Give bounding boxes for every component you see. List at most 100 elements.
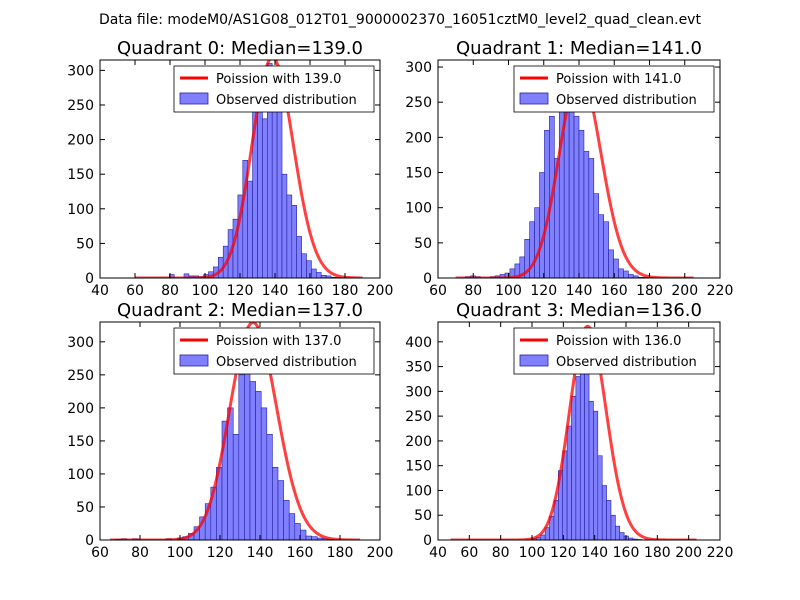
x-tick-label: 180	[332, 283, 359, 299]
histogram-bar	[272, 467, 279, 540]
x-tick-label: 160	[613, 545, 640, 561]
legend-line-label: Poission with 136.0	[556, 334, 681, 349]
y-tick-label: 100	[67, 467, 94, 483]
y-tick-label: 200	[405, 434, 432, 450]
x-tick-label: 120	[207, 545, 234, 561]
x-tick-label: 100	[495, 283, 522, 299]
histogram-bar	[579, 356, 585, 540]
y-tick-label: 250	[405, 409, 432, 425]
histogram-bar	[249, 381, 256, 540]
x-tick-label: 60	[126, 283, 144, 299]
chart-panel-3: Quadrant 3: Median=136.040 60 80 100 120 140 1…	[405, 300, 733, 561]
y-tick-label: 250	[405, 95, 432, 111]
x-tick-label: 100	[192, 283, 219, 299]
histogram-bar	[296, 236, 302, 278]
chart-panel-0: Quadrant 0: Median=139.0 40 60 80 100 120 140 1…	[67, 38, 393, 299]
histogram-bar	[238, 374, 245, 540]
panel-title: Quadrant 1: Median=141.0	[456, 38, 702, 59]
histogram-bar	[544, 130, 550, 278]
x-tick-label: 200	[675, 545, 702, 561]
histogram-bar	[628, 274, 634, 278]
histogram-bar	[588, 158, 595, 278]
histogram-bar	[277, 480, 284, 540]
histogram-bar	[227, 407, 234, 540]
x-tick-label: 220	[707, 545, 734, 561]
plot-area	[110, 322, 361, 540]
histogram-bar	[566, 425, 572, 540]
legend-line-label: Poission with 139.0	[216, 72, 341, 87]
histogram-bar	[300, 529, 307, 540]
panels: Quadrant 0: Median=139.0 40 60 80 100 120 140 1…	[67, 38, 733, 561]
legend-line-label: Poission with 141.0	[556, 72, 681, 87]
legend-bar-label: Observed distribution	[216, 93, 357, 108]
figure-suptitle: Data file: modeM0/AS1G08_012T01_90000023…	[99, 12, 701, 28]
histogram-bar	[571, 396, 577, 540]
x-tick-label: 60	[460, 545, 478, 561]
histogram-bar	[623, 270, 629, 278]
x-tick-label: 160	[287, 545, 314, 561]
y-tick-label: 250	[67, 98, 94, 114]
histogram-bar	[610, 514, 616, 540]
histogram-bar	[288, 513, 296, 540]
plot-area	[135, 60, 363, 278]
histogram-bar	[255, 391, 262, 540]
y-tick-label: 150	[67, 167, 94, 183]
x-tick-label: 60	[91, 545, 109, 561]
histogram-bar	[247, 180, 253, 278]
y-tick-label: 50	[76, 500, 94, 516]
y-tick-label: 50	[76, 236, 94, 252]
legend-bar-swatch	[519, 354, 549, 367]
y-tick-label: 100	[67, 202, 94, 218]
y-tick-label: 300	[67, 63, 94, 79]
histogram-bar	[601, 485, 607, 540]
histogram-bar	[608, 249, 614, 278]
histogram-bar	[578, 130, 585, 278]
histogram-bar	[534, 207, 540, 278]
y-tick-label: 150	[405, 459, 432, 475]
x-tick-label: 60	[429, 283, 447, 299]
x-tick-label: 40	[91, 283, 109, 299]
histogram-bar	[593, 410, 599, 540]
x-tick-label: 160	[601, 283, 628, 299]
histogram-bar	[286, 194, 293, 278]
histogram-bar	[575, 376, 581, 540]
histogram-bar	[262, 118, 268, 278]
histogram-bar	[291, 205, 297, 278]
histogram-bar	[619, 532, 625, 540]
x-tick-label: 180	[644, 545, 671, 561]
panel-title: Quadrant 0: Median=139.0	[117, 38, 363, 59]
histogram-bar	[606, 500, 612, 540]
x-tick-label: 200	[671, 283, 698, 299]
histogram-bar	[593, 193, 600, 278]
x-tick-label: 140	[566, 283, 593, 299]
x-tick-label: 120	[550, 545, 577, 561]
histogram-bar	[260, 407, 268, 540]
y-tick-label: 300	[405, 60, 432, 76]
chart-panel-1: Quadrant 1: Median=141.0 60 80 100 120 140 160…	[405, 38, 733, 299]
legend-bar-label: Observed distribution	[556, 355, 697, 370]
legend-bar-swatch	[519, 92, 549, 105]
histogram-bar	[603, 221, 609, 278]
histogram-bar	[315, 272, 322, 278]
histogram-bar	[281, 173, 288, 278]
x-tick-label: 140	[247, 545, 274, 561]
legend-bar-label: Observed distribution	[216, 355, 357, 370]
histogram-bar	[583, 151, 590, 278]
y-tick-label: 0	[85, 271, 94, 287]
histogram-bar	[244, 361, 251, 540]
histogram-bar	[588, 400, 594, 540]
panel-title: Quadrant 2: Median=137.0	[117, 300, 363, 321]
x-tick-label: 180	[636, 283, 663, 299]
x-tick-label: 100	[167, 545, 194, 561]
y-tick-label: 200	[405, 130, 432, 146]
y-tick-label: 250	[67, 368, 94, 384]
x-tick-label: 160	[297, 283, 324, 299]
x-tick-label: 120	[227, 283, 254, 299]
x-tick-label: 120	[530, 283, 557, 299]
histogram-bar	[613, 258, 619, 278]
histogram-bar	[301, 253, 307, 278]
legend-bar-label: Observed distribution	[556, 93, 697, 108]
x-tick-label: 40	[429, 545, 447, 561]
x-tick-label: 80	[131, 545, 149, 561]
